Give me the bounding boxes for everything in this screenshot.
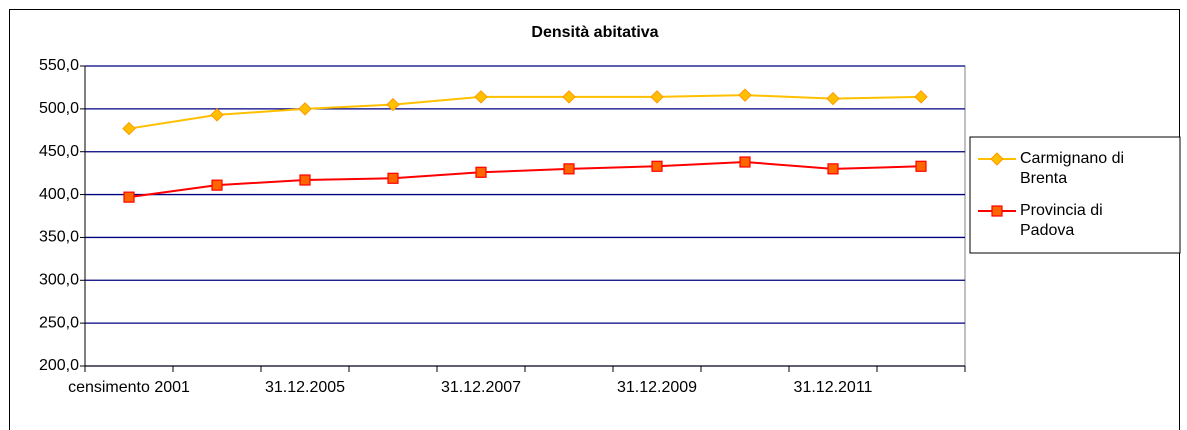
marker xyxy=(298,102,312,116)
y-tick-label: 300,0 xyxy=(39,272,79,289)
marker xyxy=(386,97,400,112)
marker xyxy=(827,163,839,175)
marker xyxy=(915,160,927,172)
y-tick-label: 200,0 xyxy=(39,357,79,374)
y-tick-label: 500,0 xyxy=(39,100,79,117)
legend-box xyxy=(969,136,1181,254)
y-tick-label: 350,0 xyxy=(39,229,79,246)
marker xyxy=(650,90,664,104)
y-tick-label: 400,0 xyxy=(39,186,79,203)
marker xyxy=(562,90,576,104)
marker xyxy=(210,108,224,122)
marker xyxy=(122,121,136,136)
series-line xyxy=(128,160,922,199)
marker xyxy=(826,91,840,106)
y-tick-label: 450,0 xyxy=(39,143,79,160)
x-tick-label: 31.12.2007 xyxy=(441,379,521,396)
marker xyxy=(991,205,1003,217)
marker xyxy=(990,152,1004,166)
x-tick-label: censimento 2001 xyxy=(68,379,190,396)
marker xyxy=(123,191,135,203)
marker xyxy=(387,172,399,184)
y-tick-label: 250,0 xyxy=(39,314,79,331)
marker xyxy=(563,163,575,175)
marker xyxy=(299,174,311,186)
x-tick-label: 31.12.2009 xyxy=(617,379,697,396)
marker xyxy=(739,156,751,168)
legend-label: Provincia di Padova xyxy=(1020,202,1107,239)
plot-area xyxy=(84,65,966,367)
x-tick-label: 31.12.2011 xyxy=(794,379,873,396)
marker xyxy=(474,90,488,104)
chart-title: Densità abitativa xyxy=(531,24,658,41)
marker xyxy=(738,88,752,102)
marker xyxy=(475,166,487,178)
marker xyxy=(651,160,663,172)
y-tick-label: 550,0 xyxy=(39,57,79,74)
series-line xyxy=(128,94,922,130)
x-tick-label: 31.12.2005 xyxy=(265,379,345,396)
legend-label: Carmignano di Brenta xyxy=(1020,150,1129,187)
marker xyxy=(211,179,223,191)
marker xyxy=(914,90,928,104)
